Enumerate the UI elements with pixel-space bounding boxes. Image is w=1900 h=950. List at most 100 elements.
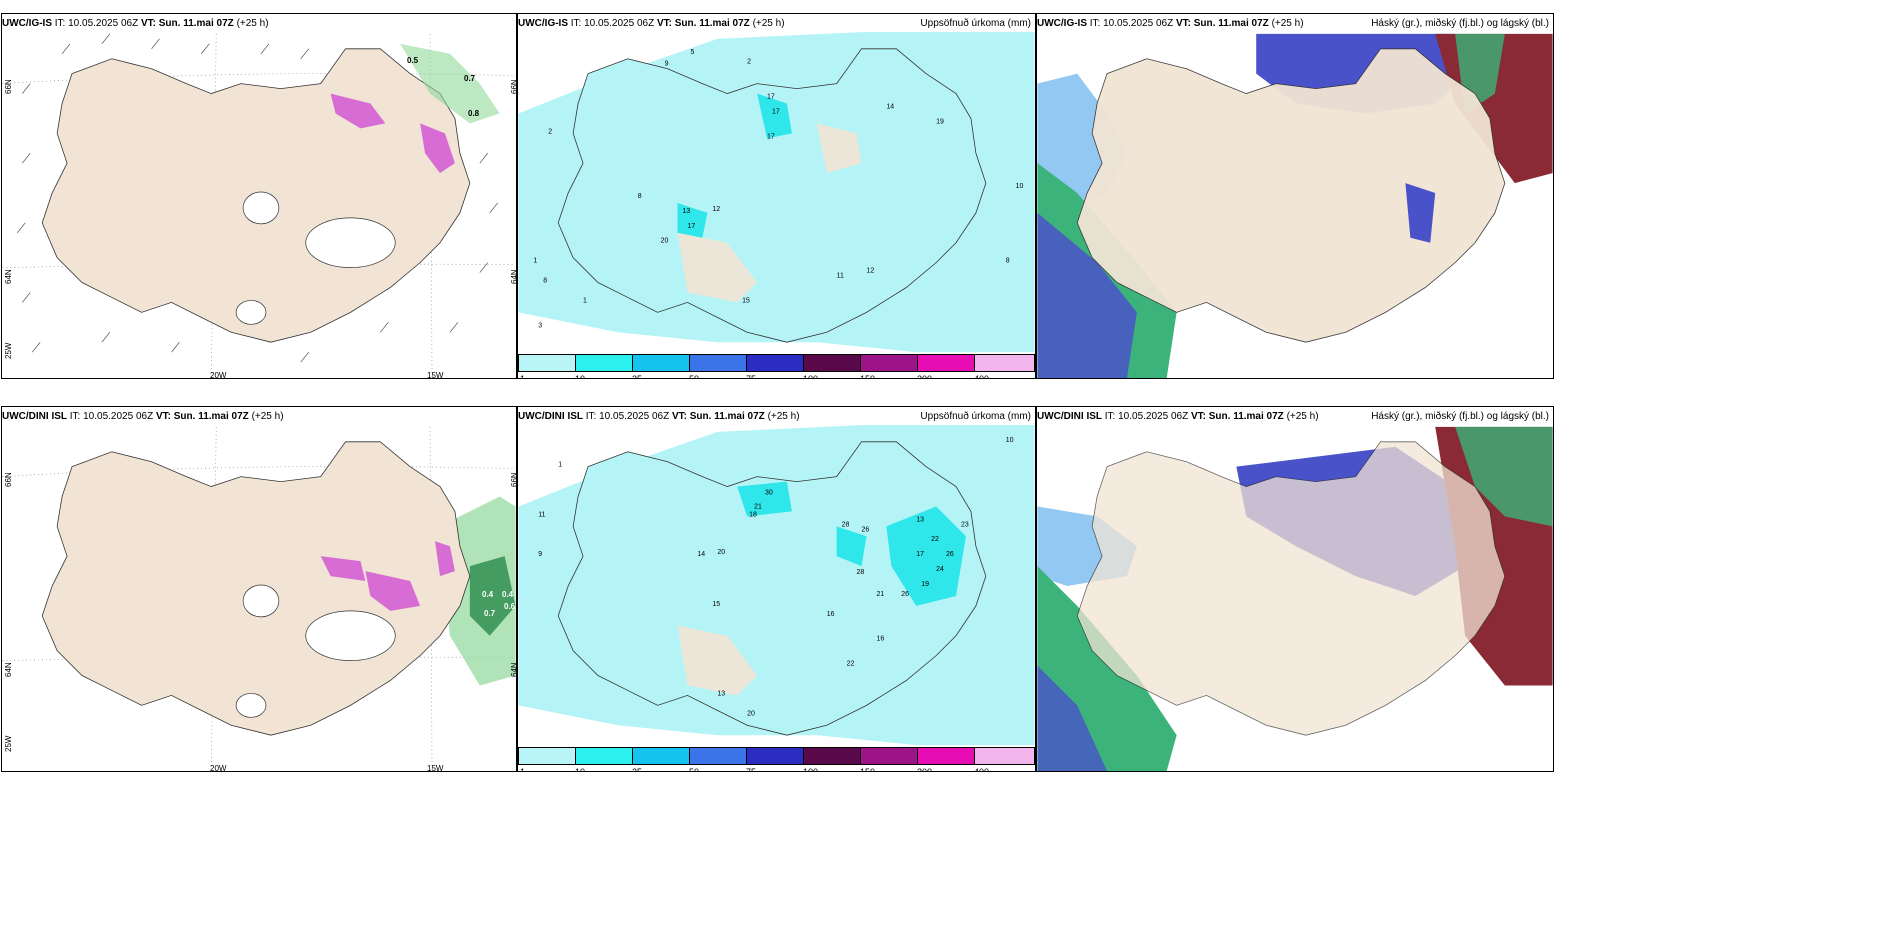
svg-text:19: 19 — [921, 581, 929, 588]
cb-cell-3 — [689, 354, 747, 372]
lat-label-66: 66N — [4, 472, 13, 487]
panel-wind-top: UWC/IG-IS IT: 10.05.2025 06Z VT: Sun. 11… — [1, 13, 517, 379]
lat-label-64: 64N — [4, 269, 13, 284]
svg-text:15: 15 — [742, 297, 750, 304]
precip-map: 5 9 2 17 17 17 14 19 13 17 12 20 15 11 12 8 2 1 8 1 3… — [518, 31, 1035, 353]
cb-tick: 200 — [917, 767, 933, 772]
svg-text:1: 1 — [583, 297, 587, 304]
cb-tick: 100 — [803, 374, 819, 379]
svg-text:14: 14 — [886, 103, 894, 110]
svg-text:17: 17 — [767, 133, 775, 140]
cb-tick: 50 — [689, 767, 700, 772]
cb-cell-1 — [575, 354, 633, 372]
cb-cell-2 — [632, 354, 690, 372]
svg-text:22: 22 — [931, 536, 939, 543]
cb-cell-8 — [974, 747, 1035, 765]
svg-text:17: 17 — [767, 94, 775, 101]
svg-text:14: 14 — [697, 551, 705, 558]
precip-colorbar: 1 10 25 50 75 100 150 200 400 — [518, 747, 1035, 771]
svg-text:13: 13 — [916, 516, 924, 523]
cb-cell-6 — [860, 354, 918, 372]
cb-cell-0 — [518, 747, 576, 765]
iceland-land — [557, 48, 987, 343]
svg-text:20: 20 — [661, 238, 669, 245]
panel-cloud-top: UWC/IG-IS IT: 10.05.2025 06Z VT: Sun. 11… — [1036, 13, 1554, 379]
svg-text:2: 2 — [747, 59, 751, 66]
label-0-4b: 0.4 — [502, 590, 514, 599]
label-0-7: 0.7 — [484, 609, 496, 618]
svg-text:17: 17 — [687, 223, 695, 230]
label-0-4a: 0.4 — [482, 590, 494, 599]
lat-label-64-right: 64N — [510, 269, 517, 284]
cb-tick: 100 — [803, 767, 819, 772]
cb-tick: 150 — [860, 767, 876, 772]
svg-text:17: 17 — [772, 108, 780, 115]
panel-header: UWC/IG-IS IT: 10.05.2025 06Z VT: Sun. 11… — [1037, 18, 1304, 29]
cloud-title: Háský (gr.), miðský (fj.bl.) og lágský (… — [1371, 18, 1549, 29]
cb-tick: 50 — [689, 374, 700, 379]
precip-colorbar: 1 10 25 50 75 100 150 200 400 — [518, 354, 1035, 378]
panel-wind-bottom: UWC/DINI ISL IT: 10.05.2025 06Z VT: Sun.… — [1, 406, 517, 772]
svg-text:11: 11 — [837, 273, 844, 280]
lat-label-66-right: 66N — [510, 79, 517, 94]
svg-text:11: 11 — [538, 511, 545, 518]
cb-cell-2 — [632, 747, 690, 765]
lat-label-25: 25W — [4, 342, 13, 359]
svg-text:1: 1 — [558, 462, 562, 469]
svg-text:24: 24 — [936, 566, 944, 573]
lon-label-20: 20W — [210, 764, 227, 772]
precip-title: Uppsöfnuð úrkoma (mm) — [920, 18, 1031, 29]
svg-text:26: 26 — [862, 526, 870, 533]
svg-text:5: 5 — [690, 49, 694, 56]
svg-text:8: 8 — [543, 278, 547, 285]
cb-tick: 75 — [746, 374, 757, 379]
panel-header: UWC/DINI ISL IT: 10.05.2025 06Z VT: Sun.… — [2, 411, 284, 422]
cb-tick: 25 — [632, 767, 643, 772]
panel-precip-top: UWC/IG-IS IT: 10.05.2025 06Z VT: Sun. 11… — [517, 13, 1036, 379]
iceland-land — [1076, 48, 1506, 343]
cb-cell-7 — [917, 354, 975, 372]
panel-header: UWC/DINI ISL IT: 10.05.2025 06Z VT: Sun.… — [1037, 411, 1319, 422]
cb-tick: 1 — [520, 374, 526, 379]
svg-text:2: 2 — [548, 128, 552, 135]
svg-text:28: 28 — [857, 569, 865, 576]
svg-text:3: 3 — [538, 322, 542, 329]
cb-cell-1 — [575, 747, 633, 765]
svg-text:19: 19 — [936, 118, 944, 125]
svg-text:20: 20 — [747, 710, 755, 717]
cb-tick: 75 — [746, 767, 757, 772]
label-0-5: 0.5 — [407, 56, 419, 65]
cb-cell-4 — [746, 354, 804, 372]
cb-cell-7 — [917, 747, 975, 765]
svg-text:18: 18 — [749, 511, 757, 518]
svg-text:23: 23 — [961, 521, 969, 528]
label-0-7: 0.7 — [464, 74, 476, 83]
svg-text:22: 22 — [847, 661, 855, 668]
wind-map — [2, 426, 516, 771]
lon-label-20: 20W — [210, 371, 227, 379]
svg-text:30: 30 — [765, 490, 773, 497]
svg-text:1: 1 — [533, 258, 537, 265]
cb-cell-3 — [689, 747, 747, 765]
iceland-land — [557, 441, 987, 736]
cloud-title: Háský (gr.), miðský (fj.bl.) og lágský (… — [1371, 411, 1549, 422]
lat-label-64-right: 64N — [510, 662, 517, 677]
cb-cell-0 — [518, 354, 576, 372]
wind-map — [2, 33, 516, 378]
cb-tick: 400 — [974, 767, 990, 772]
lat-label-25: 25W — [4, 735, 13, 752]
svg-text:21: 21 — [754, 503, 762, 510]
svg-text:12: 12 — [712, 206, 720, 213]
svg-text:16: 16 — [876, 636, 884, 643]
label-0-3: 0.3 — [372, 619, 384, 628]
label-0-6: 0.6 — [504, 602, 516, 611]
svg-text:15: 15 — [712, 601, 720, 608]
svg-text:8: 8 — [1006, 258, 1010, 265]
cb-tick: 150 — [860, 374, 876, 379]
cb-cell-6 — [860, 747, 918, 765]
cb-tick: 10 — [575, 374, 586, 379]
svg-text:17: 17 — [916, 551, 924, 558]
cloud-map — [1037, 33, 1553, 378]
svg-text:10: 10 — [1006, 437, 1014, 444]
cb-tick: 200 — [917, 374, 933, 379]
